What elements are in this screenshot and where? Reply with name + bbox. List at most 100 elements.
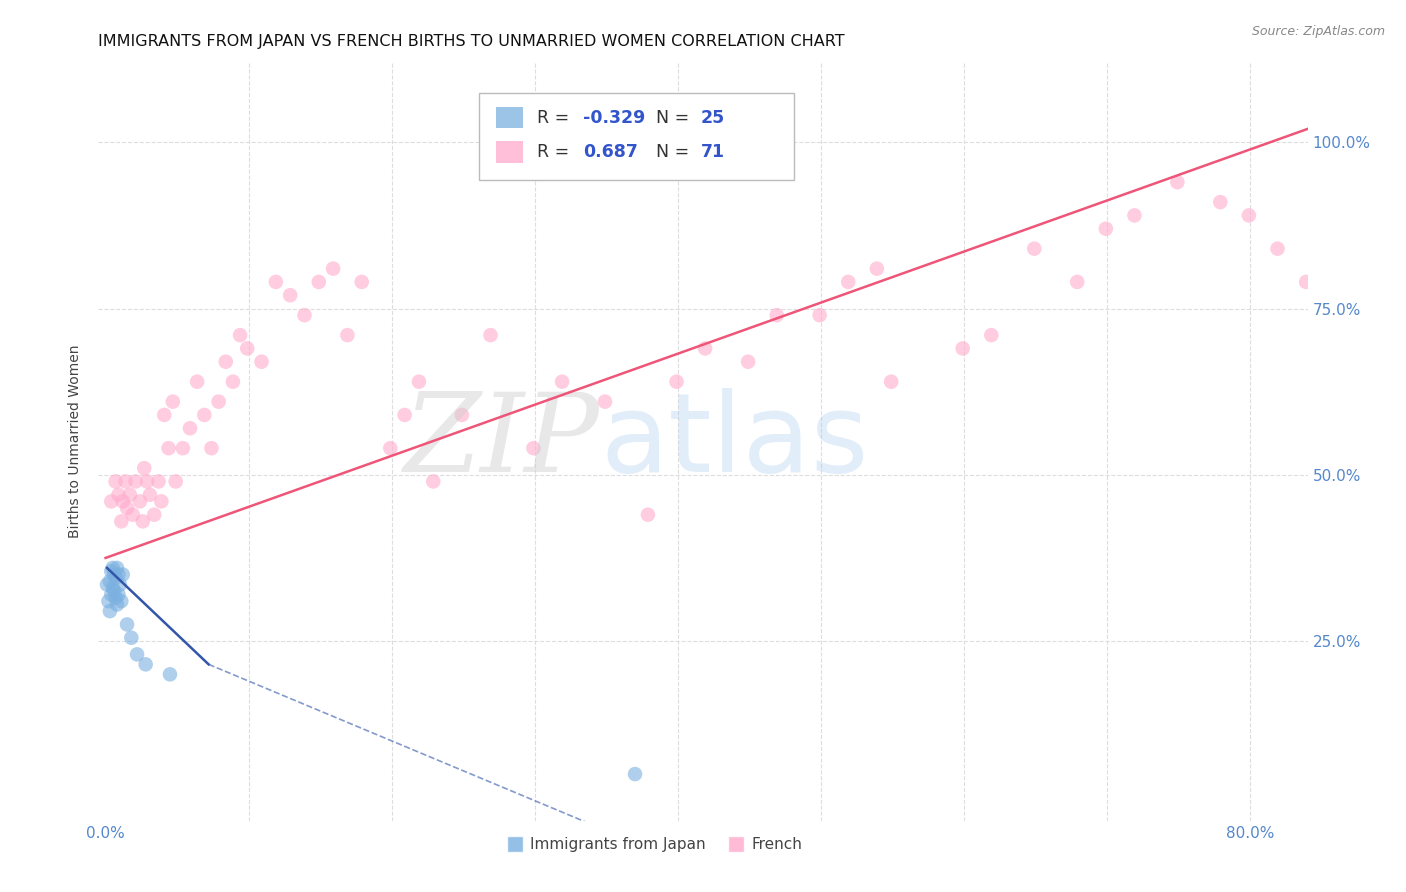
Point xyxy=(250,355,273,369)
Point xyxy=(1323,242,1346,256)
Point xyxy=(1267,242,1289,256)
Point xyxy=(114,475,136,489)
Text: ZIP: ZIP xyxy=(405,388,600,495)
Point xyxy=(120,631,142,645)
Legend: Immigrants from Japan, French: Immigrants from Japan, French xyxy=(501,831,808,858)
Point xyxy=(186,375,208,389)
Point xyxy=(172,441,194,455)
Point xyxy=(264,275,287,289)
Point xyxy=(695,342,717,356)
Point xyxy=(162,394,184,409)
Point xyxy=(207,394,229,409)
Point xyxy=(222,375,245,389)
Point xyxy=(336,328,359,343)
Point xyxy=(1123,208,1146,222)
Point xyxy=(103,584,125,599)
Point xyxy=(551,375,574,389)
Point xyxy=(479,328,502,343)
Point xyxy=(101,561,124,575)
Point xyxy=(104,475,127,489)
Point xyxy=(1353,128,1375,143)
Point xyxy=(115,617,138,632)
Point xyxy=(96,577,118,591)
Point xyxy=(107,488,129,502)
Point xyxy=(105,561,128,575)
Point xyxy=(135,657,157,672)
Point xyxy=(394,408,416,422)
Point xyxy=(236,342,259,356)
Point xyxy=(193,408,215,422)
Point xyxy=(121,508,143,522)
Point xyxy=(105,598,128,612)
Point xyxy=(837,275,859,289)
Point xyxy=(100,564,122,578)
Point xyxy=(880,375,903,389)
Point xyxy=(100,494,122,508)
Point xyxy=(808,308,831,322)
Point xyxy=(103,567,125,582)
Point xyxy=(125,648,148,662)
Point xyxy=(980,328,1002,343)
Point xyxy=(159,667,181,681)
Point xyxy=(104,591,127,605)
Text: R =: R = xyxy=(537,109,575,127)
Point xyxy=(200,441,222,455)
Point xyxy=(308,275,330,289)
Point xyxy=(157,441,180,455)
Point xyxy=(134,461,156,475)
Point xyxy=(100,587,122,601)
Point xyxy=(115,501,138,516)
Text: N =: N = xyxy=(655,109,695,127)
Point xyxy=(104,571,127,585)
Point xyxy=(229,328,252,343)
Bar xyxy=(479,93,793,180)
Text: -0.329: -0.329 xyxy=(583,109,645,127)
Point xyxy=(866,261,889,276)
Point xyxy=(165,475,187,489)
Text: 25: 25 xyxy=(700,109,725,127)
Point xyxy=(278,288,301,302)
Text: IMMIGRANTS FROM JAPAN VS FRENCH BIRTHS TO UNMARRIED WOMEN CORRELATION CHART: IMMIGRANTS FROM JAPAN VS FRENCH BIRTHS T… xyxy=(98,34,845,49)
Point xyxy=(107,567,129,582)
Point xyxy=(98,604,121,618)
Point xyxy=(422,475,444,489)
Point xyxy=(665,375,688,389)
Point xyxy=(153,408,176,422)
Point xyxy=(107,587,129,601)
Point xyxy=(322,261,344,276)
Point xyxy=(1237,208,1260,222)
Text: 0.687: 0.687 xyxy=(583,143,638,161)
Point xyxy=(1024,242,1046,256)
Bar xyxy=(496,107,523,128)
Point xyxy=(451,408,474,422)
Y-axis label: Births to Unmarried Women: Births to Unmarried Women xyxy=(69,345,83,538)
Point xyxy=(97,594,120,608)
Point xyxy=(522,441,544,455)
Point xyxy=(215,355,238,369)
Point xyxy=(294,308,316,322)
Point xyxy=(111,567,134,582)
Point xyxy=(408,375,430,389)
Point xyxy=(148,475,170,489)
Text: atlas: atlas xyxy=(600,388,869,495)
Point xyxy=(110,594,132,608)
Point xyxy=(110,514,132,528)
Point xyxy=(1209,195,1232,210)
Point xyxy=(150,494,173,508)
Point xyxy=(179,421,201,435)
Point xyxy=(111,494,134,508)
Point xyxy=(350,275,373,289)
Text: 71: 71 xyxy=(700,143,724,161)
Text: N =: N = xyxy=(655,143,695,161)
Point xyxy=(1094,221,1116,235)
Point xyxy=(129,494,152,508)
Text: Source: ZipAtlas.com: Source: ZipAtlas.com xyxy=(1251,25,1385,38)
Point xyxy=(593,394,616,409)
Point xyxy=(737,355,759,369)
Point xyxy=(1166,175,1188,189)
Bar xyxy=(496,141,523,162)
Point xyxy=(1295,275,1317,289)
Point xyxy=(98,574,121,589)
Point xyxy=(136,475,159,489)
Point xyxy=(124,475,146,489)
